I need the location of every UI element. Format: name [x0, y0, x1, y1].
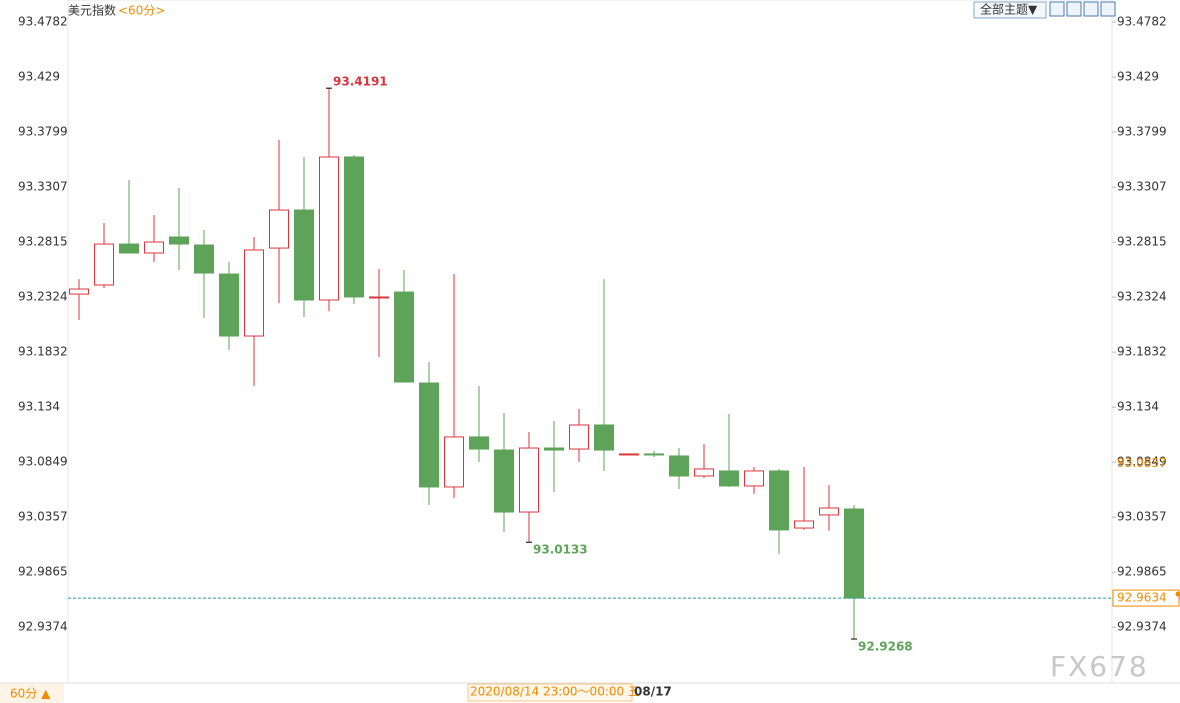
- icon[interactable]: [1083, 1, 1099, 17]
- extreme-label: 93.0133: [533, 543, 588, 557]
- candle-body: [394, 291, 414, 383]
- period-subtitle[interactable]: <60分>: [118, 4, 165, 18]
- theme-button-box[interactable]: [973, 1, 1047, 19]
- y-tick-label-right: 93.2324: [1117, 290, 1167, 304]
- candle-body: [819, 507, 839, 516]
- candle-body: [319, 156, 339, 301]
- candle-body: [94, 243, 114, 286]
- y-tick-label-right: 93.4782: [1117, 15, 1167, 29]
- candle-body: [569, 424, 589, 450]
- icon[interactable]: [1049, 1, 1065, 17]
- candle-body: [769, 470, 789, 531]
- y-tick-label-right: 92.9374: [1117, 620, 1167, 634]
- candle-body: [844, 508, 864, 599]
- marker-price-label: 93.0837: [1117, 456, 1167, 470]
- last-price-label: 92.9634: [1117, 591, 1167, 605]
- candle-body: [269, 209, 289, 249]
- icon[interactable]: [1066, 1, 1082, 17]
- candle-body: [594, 424, 614, 451]
- y-tick-label-right: 93.3307: [1117, 180, 1167, 194]
- candle-body: [119, 243, 139, 254]
- y-tick-label-left: 93.1832: [18, 345, 68, 359]
- y-tick-label-right: 93.0357: [1117, 510, 1167, 524]
- candle-body: [744, 470, 764, 487]
- icon[interactable]: [1100, 1, 1116, 17]
- y-tick-label-right: 93.429: [1117, 70, 1159, 84]
- period-selector[interactable]: 60分 ▲: [10, 687, 51, 701]
- candle-body: [494, 449, 514, 513]
- candle-body: [544, 447, 564, 451]
- y-tick-label-left: 93.0849: [18, 455, 68, 469]
- candle-body: [69, 288, 89, 295]
- candle-body: [294, 209, 314, 301]
- theme-button[interactable]: 全部主题▼: [980, 2, 1038, 17]
- candle-body: [694, 468, 714, 477]
- y-tick-label-left: 92.9374: [18, 620, 68, 634]
- candle-body: [244, 249, 264, 337]
- candle-body: [344, 156, 364, 298]
- y-tick-label-left: 93.429: [18, 70, 60, 84]
- candle-body: [644, 453, 664, 456]
- candle-body: [144, 241, 164, 254]
- toolbar-icons[interactable]: [1049, 1, 1116, 17]
- period-box[interactable]: [0, 684, 64, 703]
- candle-body: [669, 455, 689, 477]
- chart-title: 美元指数: [68, 3, 116, 18]
- y-tick-label-left: 93.134: [18, 400, 60, 414]
- extreme-label: 93.4191: [333, 75, 388, 89]
- last-price-box: [1112, 589, 1180, 607]
- y-tick-label-right: 93.1832: [1117, 345, 1167, 359]
- y-tick-label-right: 92.9865: [1117, 565, 1167, 579]
- plot-frame: [67, 0, 1113, 684]
- crosshair-box: [467, 683, 633, 702]
- y-tick-label-left: 92.9865: [18, 565, 68, 579]
- candle-body: [194, 244, 214, 274]
- extreme-label: 92.9268: [858, 640, 913, 654]
- y-tick-label-left: 93.3799: [18, 125, 68, 139]
- last-price-dot: [1175, 591, 1180, 597]
- candle-body: [219, 273, 239, 337]
- candle-body: [519, 447, 539, 513]
- candle-body: [469, 436, 489, 450]
- candle-body: [719, 470, 739, 487]
- y-tick-label-right: 93.0849: [1117, 455, 1167, 469]
- candle-body: [619, 453, 639, 456]
- y-tick-label-left: 93.0357: [18, 510, 68, 524]
- next-date: 08/17: [634, 685, 672, 699]
- candle-body: [444, 436, 464, 488]
- y-tick-label-left: 93.2324: [18, 290, 68, 304]
- y-tick-label-left: 93.2815: [18, 235, 68, 249]
- candle-body: [794, 520, 814, 529]
- candle-body: [419, 382, 439, 488]
- watermark: FX678: [1050, 650, 1149, 683]
- y-tick-label-right: 93.134: [1117, 400, 1159, 414]
- y-tick-label-right: 93.2815: [1117, 235, 1167, 249]
- candle-body: [169, 236, 189, 245]
- y-tick-label-left: 93.4782: [18, 15, 68, 29]
- candle-body: [369, 296, 389, 299]
- y-tick-label-right: 93.3799: [1117, 125, 1167, 139]
- y-tick-label-left: 93.3307: [18, 180, 68, 194]
- crosshair-time: 2020/08/14 23:00～00:00 五: [470, 685, 640, 699]
